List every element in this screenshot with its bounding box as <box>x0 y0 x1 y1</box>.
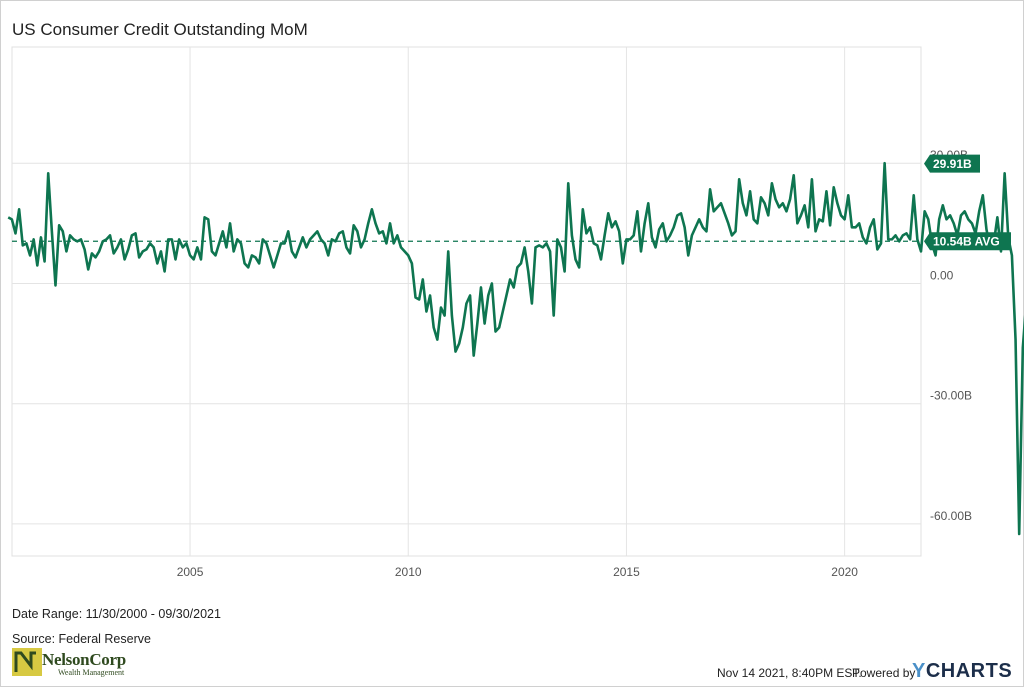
y-tick-label: 0.00 <box>930 268 954 282</box>
ycharts-logo[interactable]: YCHARTS <box>912 660 1012 683</box>
series-line <box>7 161 1024 536</box>
logo-mark-icon <box>12 648 42 676</box>
timestamp: Nov 14 2021, 8:40PM EST. <box>717 666 862 680</box>
y-tick-label: -60.00B <box>930 509 972 523</box>
last-value-badge: 29.91B <box>924 154 980 173</box>
y-tick-label: -30.00B <box>930 389 972 403</box>
powered-by-label: Powered by <box>852 666 916 680</box>
x-tick-label: 2020 <box>831 565 858 579</box>
ycharts-logo-initial: Y <box>912 660 926 682</box>
logo-subtitle: Wealth Management <box>58 668 125 677</box>
chart-title: US Consumer Credit Outstanding MoM <box>12 20 308 39</box>
ycharts-logo-text: CHARTS <box>925 660 1013 682</box>
date-range: Date Range: 11/30/2000 - 09/30/2021 <box>12 607 221 621</box>
nelsoncorp-logo: NelsonCorp Wealth Management <box>12 648 132 678</box>
x-tick-label: 2005 <box>177 565 204 579</box>
source-note: Source: Federal Reserve <box>12 632 151 646</box>
x-tick-label: 2015 <box>613 565 640 579</box>
average-badge: 10.54B AVG <box>924 232 1011 251</box>
logo-name: NelsonCorp <box>42 650 126 669</box>
last-value-label: 29.91B <box>933 157 972 171</box>
average-badge-label: 10.54B AVG <box>933 235 1000 249</box>
x-tick-label: 2010 <box>395 565 422 579</box>
